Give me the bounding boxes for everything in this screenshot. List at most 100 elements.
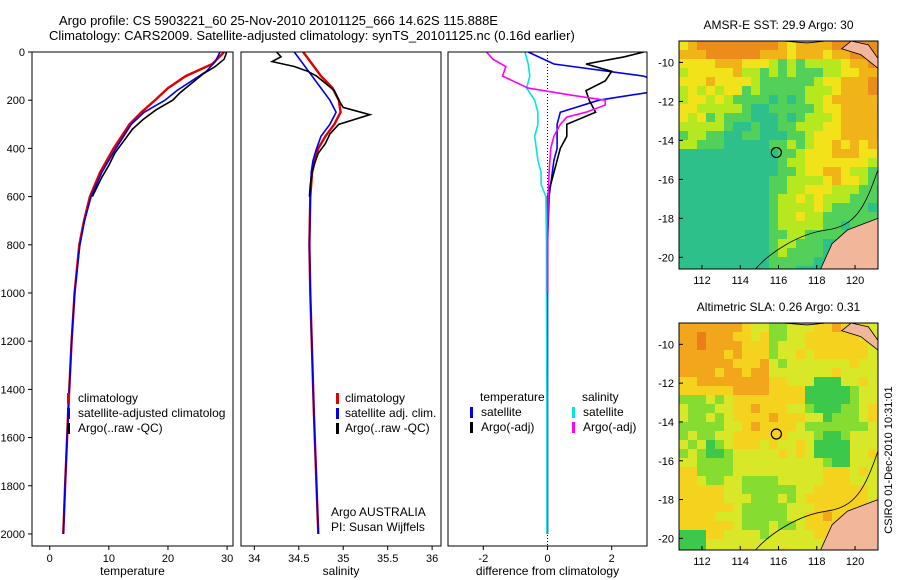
map-y-tick-label: -10	[658, 339, 674, 351]
axes-frame	[240, 51, 442, 547]
y-tick-label: 1800	[1, 481, 25, 493]
x-axis-label: temperature	[100, 564, 165, 578]
map-y-tick-label: -16	[658, 174, 674, 186]
legend-label: satellite adj. clim.	[345, 406, 436, 420]
plot-area-salinity	[269, 52, 373, 535]
map-y-tick-label: -10	[658, 57, 674, 69]
x-tick-label: 2	[609, 553, 615, 565]
australia-coast	[820, 217, 878, 269]
y-tick-label: 1200	[1, 336, 25, 348]
series-line-salinity-satellite	[524, 52, 548, 534]
y-tick-label: 1000	[1, 288, 25, 300]
series-line-argo-raw-qc-	[91, 52, 228, 197]
y-tick-label: 0	[19, 47, 25, 59]
legend-label: Argo(..raw -QC)	[78, 421, 163, 435]
x-tick-label: 34.5	[288, 553, 309, 565]
shelf-contour	[755, 169, 878, 269]
legend-header-temperature: temperature	[480, 390, 545, 404]
map-x-tick-label: 114	[731, 556, 749, 568]
sla-field	[679, 323, 878, 550]
map-y-tick-label: -14	[658, 135, 674, 147]
map-x-tick-label: 114	[731, 275, 749, 287]
legend-swatch	[336, 393, 339, 404]
annotation-pi: PI: Susan Wijffels	[331, 520, 425, 534]
legend-swatch	[470, 407, 473, 418]
y-tick-label: 400	[7, 143, 25, 155]
map-x-tick-label: 112	[693, 275, 711, 287]
legend-label: climatology	[78, 391, 138, 405]
legend-swatch	[572, 407, 575, 418]
series-line-temperature-argo-adj-	[546, 52, 644, 293]
series-line-climatology	[62, 52, 225, 535]
map-y-tick-label: -12	[658, 96, 674, 108]
x-tick-label: -2	[478, 553, 488, 565]
plot-area-difference	[485, 52, 647, 534]
map-y-tick-label: -18	[658, 495, 674, 507]
credit-timestamp: CSIRO 01-Dec-2010 10:31:01	[883, 386, 895, 533]
x-axis-label: difference from climatology	[476, 564, 619, 578]
argo-location-marker	[770, 428, 782, 440]
map-x-tick-label: 116	[770, 275, 788, 287]
x-tick-label: 30	[221, 553, 233, 565]
legend-label: satellite	[583, 405, 624, 419]
x-tick-label: 36	[426, 553, 438, 565]
x-tick-label: 0	[544, 553, 550, 565]
map-y-tick-label: -12	[658, 378, 674, 390]
map-x-tick-label: 120	[846, 556, 864, 568]
legend-label: satellite-adjusted climatolog	[78, 406, 225, 420]
x-axis-label: salinity	[323, 564, 360, 578]
y-tick-label: 600	[7, 192, 25, 204]
map-x-tick-label: 116	[770, 556, 788, 568]
x-tick-label: 35.5	[377, 553, 398, 565]
legend-swatch	[470, 422, 473, 433]
map-y-tick-label: -20	[658, 252, 674, 264]
axes-frame	[31, 51, 234, 547]
map-title: Altimetric SLA: 0.26 Argo: 0.31	[697, 300, 861, 314]
y-tick-label: 1600	[1, 433, 25, 445]
map-x-tick-label: 118	[808, 556, 826, 568]
map-y-tick-label: -16	[658, 456, 674, 468]
y-tick-label: 800	[7, 240, 25, 252]
y-tick-label: 1400	[1, 384, 25, 396]
map-x-tick-label: 118	[808, 275, 826, 287]
map-x-tick-label: 112	[693, 556, 711, 568]
argo-location-marker	[770, 146, 782, 159]
sumba-island	[840, 323, 878, 351]
x-tick-label: 20	[162, 553, 174, 565]
australia-coast	[820, 499, 878, 550]
map-title: AMSR-E SST: 29.9 Argo: 30	[703, 18, 853, 32]
series-line-temperature-satellite	[527, 52, 647, 534]
annotation-argo-australia: Argo AUSTRALIA	[331, 505, 426, 519]
legend-swatch	[336, 408, 339, 419]
plot-area-temperature	[62, 52, 228, 535]
legend-swatch	[67, 423, 70, 434]
header-line-2: Climatology: CARS2009. Satellite-adjuste…	[49, 28, 575, 43]
x-tick-label: 10	[103, 553, 115, 565]
legend-label: satellite	[481, 405, 522, 419]
legend-header-salinity: salinity	[582, 390, 619, 404]
legend-label: Argo(-adj)	[481, 420, 534, 434]
shelf-contour	[755, 450, 878, 550]
y-tick-label: 2000	[1, 529, 25, 541]
legend-swatch	[572, 422, 575, 433]
series-line-satellite-adj-clim-	[293, 52, 337, 535]
legend-swatch	[67, 393, 70, 404]
x-tick-label: 35	[337, 553, 349, 565]
legend-label: climatology	[345, 391, 405, 405]
legend-swatch	[67, 408, 70, 419]
x-tick-label: 34	[248, 553, 260, 565]
header-line-1: Argo profile: CS 5903221_60 25-Nov-2010 …	[59, 13, 498, 28]
series-line-salinity-argo-adj-	[485, 52, 607, 293]
legend-label: Argo(-adj)	[583, 420, 636, 434]
map-x-tick-label: 120	[846, 275, 864, 287]
legend-label: Argo(..raw -QC)	[345, 421, 430, 435]
map-y-tick-label: -14	[658, 417, 674, 429]
sst-field	[679, 41, 878, 269]
y-tick-label: 200	[7, 95, 25, 107]
series-line-climatology	[302, 52, 342, 535]
map-y-tick-label: -18	[658, 213, 674, 225]
sumba-island	[840, 41, 878, 69]
series-line-satellite-adjusted-climatology	[62, 52, 221, 535]
map-y-tick-label: -20	[658, 533, 674, 545]
